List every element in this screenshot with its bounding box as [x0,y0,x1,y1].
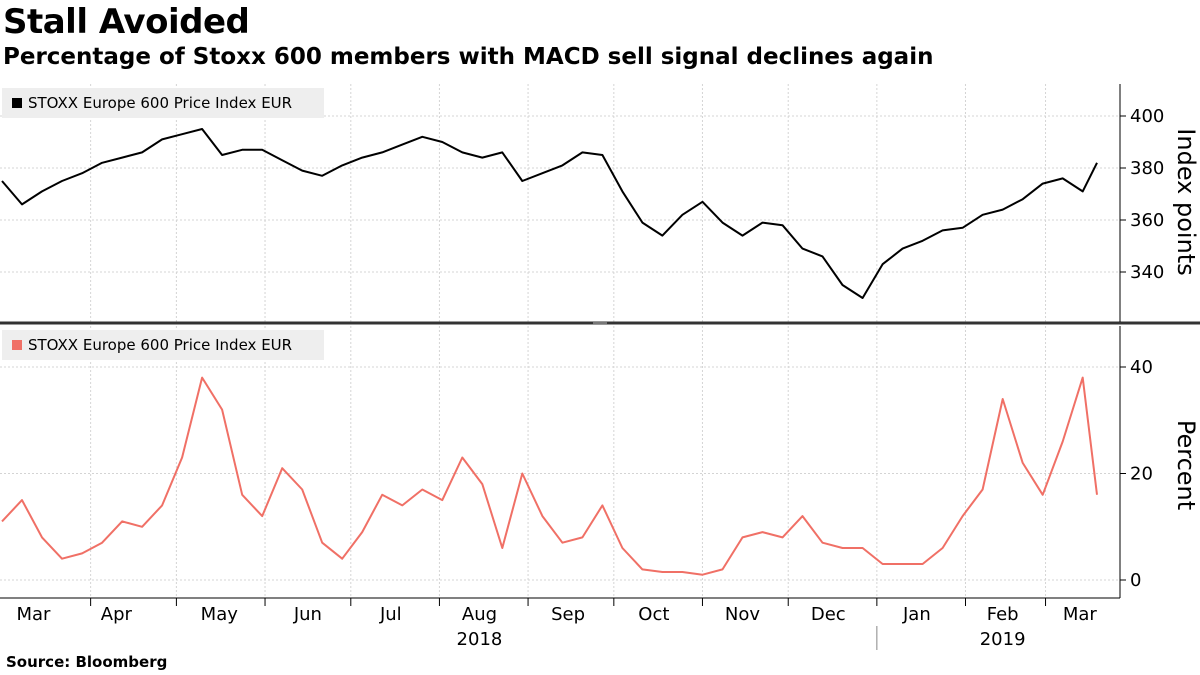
legend-label-2: STOXX Europe 600 Price Index EUR [28,336,292,354]
x-month-label: Jun [293,604,322,625]
grid-layer [0,84,1120,598]
legend-box-1 [2,88,324,118]
y-tick-label: 400 [1130,106,1164,127]
legend-layer: STOXX Europe 600 Price Index EUR STOXX Eu… [2,88,324,360]
x-month-label: Mar [16,604,51,625]
x-year-label: 2018 [457,629,503,650]
series-line-1 [1,128,1098,299]
chart-subtitle: Percentage of Stoxx 600 members with MAC… [3,44,934,70]
y-axis-title-2: Percent [1172,420,1200,510]
series-layer [1,128,1098,576]
legend-swatch-2 [12,340,22,350]
y-tick-label: 380 [1130,158,1164,179]
axis-layer: 340 360 380 400 Index points 0 20 40 Percent Mar A… [0,84,1200,650]
x-month-label: Mar [1063,604,1098,625]
y-tick-label: 20 [1130,464,1153,485]
x-month-label: Nov [725,604,760,625]
legend-swatch-1 [12,98,22,108]
y-tick-label: 40 [1130,357,1153,378]
x-month-label: Jan [902,604,931,625]
x-month-label: Sep [551,604,585,625]
legend-box-2 [2,330,324,360]
y-tick-label: 340 [1130,262,1164,283]
x-month-label: Apr [101,604,133,625]
x-month-label: Oct [638,604,669,625]
y-tick-label: 0 [1130,570,1141,591]
series-line-2 [1,376,1098,576]
y-axis-title-1: Index points [1172,128,1200,275]
y-tick-label: 360 [1130,210,1164,231]
source-note: Source: Bloomberg [6,653,168,671]
x-month-label: Aug [462,604,497,625]
chart-title: Stall Avoided [3,2,250,42]
x-month-label: May [201,604,239,625]
x-month-label: Jul [379,604,402,625]
legend-label-1: STOXX Europe 600 Price Index EUR [28,94,292,112]
x-month-label: Feb [987,604,1019,625]
x-month-label: Dec [811,604,846,625]
x-year-label: 2019 [980,629,1026,650]
